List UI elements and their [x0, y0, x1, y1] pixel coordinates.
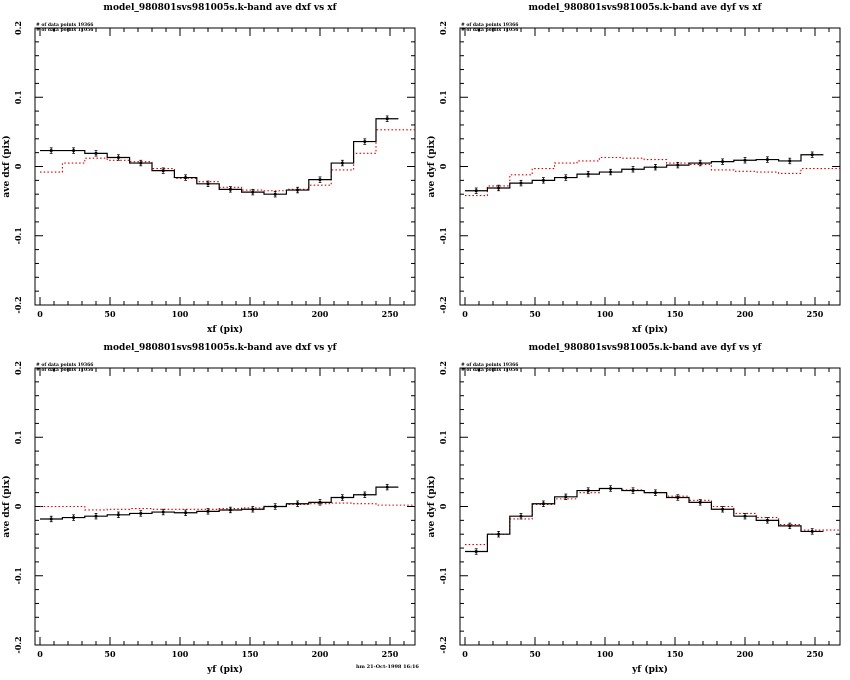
x-tick-label: 250 [382, 309, 399, 319]
y-tick-label: -0.2 [438, 296, 448, 313]
y-tick-label: 0.1 [438, 430, 448, 444]
x-tick-label: 100 [172, 309, 189, 319]
plot-frame [34, 367, 416, 646]
x-tick-label: 150 [242, 309, 259, 319]
x-tick-label: 100 [597, 309, 614, 319]
x-tick-label: 200 [312, 309, 329, 319]
x-tick-label: 0 [37, 649, 43, 659]
red-dotted-series [40, 502, 415, 511]
x-axis-title: yf (pix) [631, 664, 668, 675]
x-tick-label: 200 [737, 649, 754, 659]
data-point-markers [474, 151, 814, 194]
panel-ave-dyf-vs-xf: model_980801svs981005s.k-band ave dyf vs… [425, 0, 850, 340]
data-count-annotation: # of data points 19366 [36, 22, 93, 28]
y-tick-label: 0 [438, 163, 448, 169]
plot-canvas-dyf-vs-xf: 0 50 100 150 200 250 0.2 0.1 0 -0.1 -0.2 xf (pix) av… [426, 21, 841, 335]
axis-ticks [35, 27, 415, 306]
x-tick-label: 150 [242, 649, 259, 659]
data-count-annotation: # of data points 11056 [461, 367, 518, 373]
y-tick-label: 0.1 [438, 90, 448, 104]
y-axis-title: ave dyf (pix) [426, 135, 437, 197]
x-tick-label: 0 [37, 309, 43, 319]
y-tick-label: -0.1 [13, 227, 23, 244]
y-axis-title: ave dxf (pix) [1, 475, 12, 537]
y-tick-label: 0 [13, 163, 23, 169]
y-tick-label: 0 [13, 503, 23, 509]
axis-ticks [460, 367, 840, 646]
x-tick-label: 50 [104, 649, 116, 659]
y-tick-label: 0.1 [13, 430, 23, 444]
panel-ave-dxf-vs-xf: model_980801svs981005s.k-band ave dxf vs… [0, 0, 425, 340]
data-count-annotation: # of data points 19366 [461, 362, 518, 368]
red-dotted-series [40, 129, 415, 192]
data-count-annotation: # of data points 11056 [461, 27, 518, 33]
plot-frame [34, 27, 416, 306]
y-tick-label: -0.1 [438, 567, 448, 584]
y-axis-title: ave dxf (pix) [1, 135, 12, 197]
x-tick-label: 200 [312, 649, 329, 659]
x-tick-label: 250 [807, 649, 824, 659]
red-dotted-series [465, 156, 840, 197]
panel-ave-dyf-vs-yf: model_980801svs981005s.k-band ave dyf vs… [425, 340, 850, 680]
y-tick-label: 0.2 [438, 361, 448, 375]
y-tick-label: -0.2 [13, 636, 23, 653]
black-step-series [40, 118, 399, 195]
x-tick-label: 0 [462, 309, 468, 319]
x-tick-label: 100 [597, 649, 614, 659]
x-tick-label: 200 [737, 309, 754, 319]
data-count-annotation: # of data points 11056 [36, 27, 93, 33]
axis-ticks [35, 367, 415, 646]
x-tick-label: 100 [172, 649, 189, 659]
x-tick-label: 150 [667, 649, 684, 659]
data-point-markers [49, 483, 389, 523]
x-axis-title: xf (pix) [632, 324, 668, 335]
y-tick-label: -0.1 [13, 567, 23, 584]
plot-frame [459, 27, 841, 306]
plot-canvas-dyf-vs-yf: 0 50 100 150 200 250 0.2 0.1 0 -0.1 -0.2 yf (pix) av… [426, 361, 841, 675]
data-point-markers [474, 485, 814, 555]
y-axis-title: ave dyf (pix) [426, 475, 437, 537]
y-tick-label: -0.1 [438, 227, 448, 244]
x-tick-label: 50 [104, 309, 116, 319]
plot-frame [459, 367, 841, 646]
x-tick-label: 150 [667, 309, 684, 319]
plot-canvas-dxf-vs-xf: 0 50 100 150 200 250 0.2 0.1 0 -0.1 -0.2 xf (pix) av… [1, 21, 416, 335]
panel-title: model_980801svs981005s.k-band ave dyf vs… [528, 343, 762, 353]
black-step-series [465, 154, 824, 192]
panel-title: model_980801svs981005s.k-band ave dxf vs… [103, 343, 337, 353]
x-tick-label: 250 [382, 649, 399, 659]
x-tick-label: 50 [529, 309, 541, 319]
y-tick-label: 0.2 [13, 361, 23, 375]
black-step-series [40, 486, 399, 520]
plot-canvas-dxf-vs-yf: 0 50 100 150 200 250 0.2 0.1 0 -0.1 -0.2 yf (pix) av… [1, 361, 416, 675]
data-count-annotation: # of data points 19366 [461, 22, 518, 28]
y-tick-label: 0.1 [13, 90, 23, 104]
panel-title: model_980801svs981005s.k-band ave dyf vs… [528, 3, 762, 13]
y-tick-label: -0.2 [13, 296, 23, 313]
x-axis-title: yf (pix) [206, 664, 243, 675]
y-tick-label: 0.2 [438, 21, 448, 35]
y-tick-label: 0 [438, 503, 448, 509]
axis-ticks [460, 27, 840, 306]
panel-ave-dxf-vs-yf: model_980801svs981005s.k-band ave dxf vs… [0, 340, 425, 680]
data-point-markers [49, 115, 389, 198]
y-tick-label: -0.2 [438, 636, 448, 653]
panel-title: model_980801svs981005s.k-band ave dxf vs… [103, 3, 337, 13]
black-step-series [465, 487, 824, 553]
data-count-annotation: # of data points 11056 [36, 367, 93, 373]
x-tick-label: 50 [529, 649, 541, 659]
plot-timestamp: hm 21-Oct-1998 16:16 [356, 664, 419, 670]
x-tick-label: 0 [462, 649, 468, 659]
data-count-annotation: # of data points 19366 [36, 362, 93, 368]
x-tick-label: 250 [807, 309, 824, 319]
y-tick-label: 0.2 [13, 21, 23, 35]
x-axis-title: xf (pix) [207, 324, 243, 335]
